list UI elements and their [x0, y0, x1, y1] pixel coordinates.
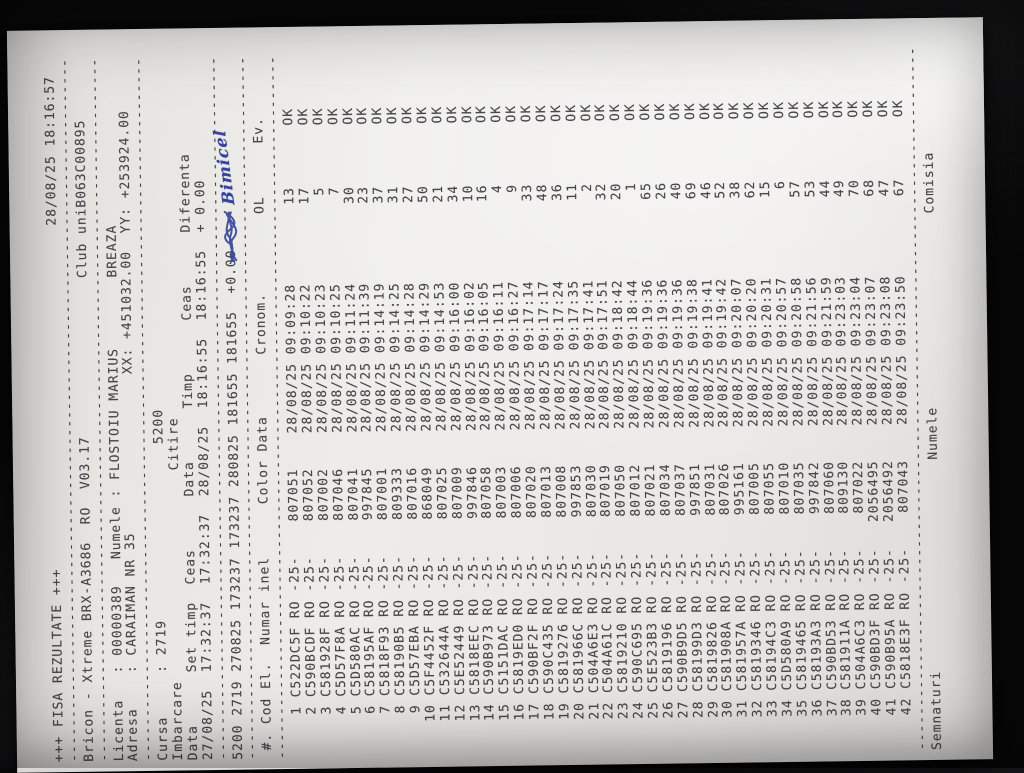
printout-text: +++ FISA REZULTATE +++ 28/08/25 18:16:57…	[43, 46, 945, 762]
rotated-sheet: +++ FISA REZULTATE +++ 28/08/25 18:16:57…	[7, 17, 993, 773]
printout-paper: +++ FISA REZULTATE +++ 28/08/25 18:16:57…	[6, 17, 994, 773]
